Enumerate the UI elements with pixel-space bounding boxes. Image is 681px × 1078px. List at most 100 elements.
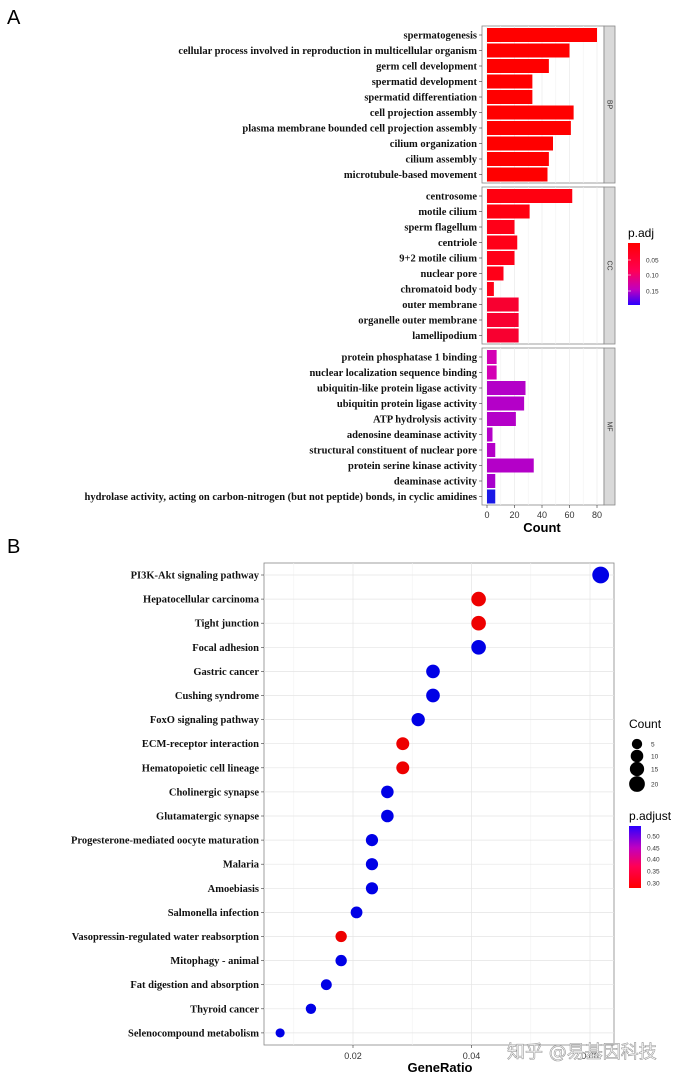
data-point xyxy=(592,566,610,584)
category-label: plasma membrane bounded cell projection … xyxy=(242,124,477,135)
bar xyxy=(487,136,553,151)
category-label: spermatid differentiation xyxy=(364,93,477,104)
data-point xyxy=(305,1003,317,1014)
data-point xyxy=(381,785,394,799)
bar xyxy=(487,328,519,343)
category-label: microtubule-based movement xyxy=(344,170,478,181)
data-point xyxy=(396,737,410,751)
bar xyxy=(487,443,496,457)
pathway-label: ECM-receptor interaction xyxy=(142,739,259,750)
bar xyxy=(487,266,504,281)
x-axis-title: GeneRatio xyxy=(407,1060,472,1075)
colorbar-label: 0.05 xyxy=(646,258,659,265)
facet-strip xyxy=(603,186,616,345)
bar xyxy=(487,396,525,411)
data-point xyxy=(411,712,425,727)
bar xyxy=(487,251,515,265)
colorbar-label: 0.40 xyxy=(647,857,660,864)
category-label: 9+2 motile cilium xyxy=(399,254,477,265)
category-label: hydrolase activity, acting on carbon-nit… xyxy=(84,492,477,503)
bar xyxy=(487,427,493,442)
category-label: ubiquitin-like protein ligase activity xyxy=(317,384,478,395)
pathway-label: PI3K-Akt signaling pathway xyxy=(131,571,260,582)
x-tick-label: 0 xyxy=(484,510,489,520)
bar xyxy=(487,220,515,234)
colorbar-label: 0.45 xyxy=(647,846,660,853)
data-point xyxy=(426,688,440,703)
bar xyxy=(487,43,570,58)
bar xyxy=(487,381,526,395)
legend-size-dot xyxy=(629,761,645,777)
category-label: germ cell development xyxy=(376,62,477,73)
legend-size-label: 20 xyxy=(651,782,659,789)
category-label: organelle outer membrane xyxy=(358,316,477,327)
facet-panel-mf xyxy=(481,347,605,506)
category-label: nuclear pore xyxy=(421,269,478,280)
category-label: cellular process involved in reproductio… xyxy=(178,46,477,57)
pathway-label: Vasopressin-regulated water reabsorption xyxy=(72,932,259,943)
x-tick-label: 0.04 xyxy=(463,1051,481,1061)
bar xyxy=(487,167,548,182)
panel-b-dot-plot: PI3K-Akt signaling pathway Hepatocellular… xyxy=(71,562,672,1075)
x-tick-label: 0.02 xyxy=(344,1051,362,1061)
legend-size-dot xyxy=(629,776,645,792)
colorbar-label: 0.30 xyxy=(647,881,660,888)
pathway-label: Thyroid cancer xyxy=(190,1004,259,1015)
legend-color-title: p.adjust xyxy=(629,809,672,823)
data-point xyxy=(350,906,363,919)
category-label: lamellipodium xyxy=(412,331,477,342)
data-point xyxy=(365,858,379,871)
bar xyxy=(487,235,518,250)
category-label: centriole xyxy=(438,238,477,249)
bar xyxy=(487,74,533,89)
category-label: cilium organization xyxy=(390,139,477,150)
bar xyxy=(487,152,549,166)
facet-strip-label: BP xyxy=(606,100,613,110)
pathway-label: Fat digestion and absorption xyxy=(130,980,259,991)
pathway-label: Gastric cancer xyxy=(193,667,259,678)
data-point xyxy=(396,761,410,775)
legend-size-label: 15 xyxy=(651,767,659,774)
panel-label-b: B xyxy=(7,536,20,558)
data-point xyxy=(335,930,347,943)
x-tick-label: 0.06 xyxy=(581,1051,599,1061)
bar xyxy=(487,28,597,42)
colorbar-label: 0.15 xyxy=(646,289,659,296)
data-point xyxy=(471,640,486,655)
pathway-label: Tight junction xyxy=(195,619,259,630)
pathway-label: FoxO signaling pathway xyxy=(150,715,260,726)
category-label: sperm flagellum xyxy=(404,223,477,234)
legend-size-dot xyxy=(630,749,644,763)
pathway-label: Selenocompound metabolism xyxy=(128,1028,259,1039)
x-tick-label: 80 xyxy=(592,510,602,520)
watermark: 知乎 @易基因科技 xyxy=(507,1042,657,1063)
pathway-label: Malaria xyxy=(223,860,260,871)
data-point xyxy=(335,954,347,967)
pathway-label: Hematopoietic cell lineage xyxy=(142,763,260,774)
bar xyxy=(487,313,519,327)
data-point xyxy=(275,1028,285,1038)
bar xyxy=(487,365,497,380)
x-tick-label: 20 xyxy=(509,510,519,520)
category-label: cell projection assembly xyxy=(370,108,478,119)
category-label: outer membrane xyxy=(402,300,477,311)
facet-strip-label: CC xyxy=(606,260,613,270)
facet-strip-label: MF xyxy=(606,421,613,431)
category-label: spermatid development xyxy=(372,77,478,88)
data-point xyxy=(471,615,486,631)
x-axis-title: Count xyxy=(523,520,561,535)
category-label: structural constituent of nuclear pore xyxy=(309,446,477,457)
plot-area xyxy=(263,562,615,1046)
category-label: adenosine deaminase activity xyxy=(347,430,478,441)
bar xyxy=(487,204,530,219)
x-tick-label: 60 xyxy=(564,510,574,520)
data-point xyxy=(320,979,332,991)
data-point xyxy=(365,834,379,847)
bar xyxy=(487,297,519,312)
category-label: deaminase activity xyxy=(394,477,478,488)
category-label: spermatogenesis xyxy=(404,31,478,42)
category-label: motile cilium xyxy=(418,207,477,218)
panel-a-bar-chart: BP spermatogenesis cellular process involv… xyxy=(84,25,659,535)
legend-size-label: 10 xyxy=(651,754,659,761)
